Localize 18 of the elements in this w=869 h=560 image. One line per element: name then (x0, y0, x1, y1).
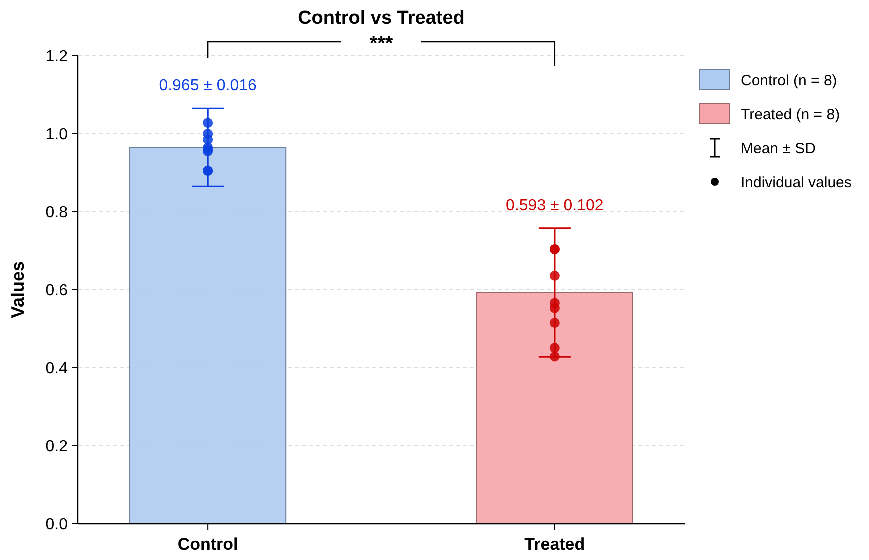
chart-title: Control vs Treated (298, 8, 465, 29)
annotation: 0.593 ± 0.102 (506, 197, 604, 214)
y-tick-label: 1.2 (46, 48, 68, 66)
y-tick-label: 0.6 (46, 282, 68, 300)
y-tick-label: 0.4 (46, 360, 68, 378)
y-tick-label: 0.2 (46, 438, 68, 456)
text: *** (370, 33, 394, 55)
x-tick-label: Treated (524, 535, 586, 554)
legend-label: Treated (n = 8) (741, 106, 840, 124)
y-axis-title: Values (8, 261, 28, 319)
text: Mean ± SD (741, 140, 816, 158)
x-tick-label: Control (178, 535, 238, 554)
text: Individual values (741, 174, 852, 192)
y-tick-label: 0.0 (46, 516, 68, 534)
y-tick-label: 0.8 (46, 204, 68, 222)
legend-label: Control (n = 8) (741, 72, 838, 90)
annotation: 0.965 ± 0.016 (159, 78, 258, 95)
y-tick-label: 1.0 (46, 126, 68, 144)
